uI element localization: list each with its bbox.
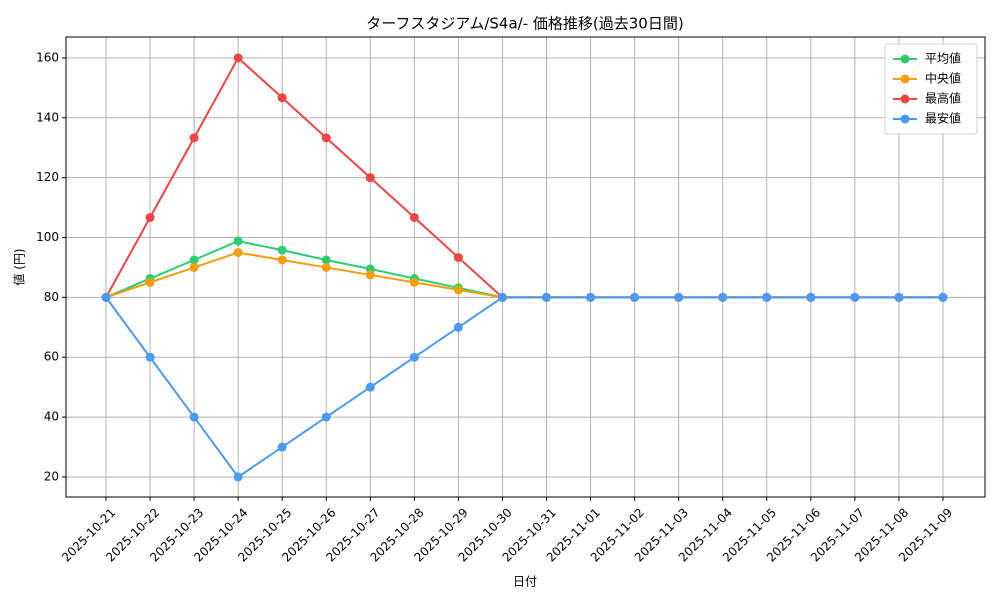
data-point (277, 93, 287, 103)
data-point (277, 245, 287, 255)
data-point (233, 53, 243, 63)
data-point (189, 262, 199, 272)
data-point (409, 277, 419, 287)
y-tick-label: 40 (44, 410, 59, 424)
data-point (718, 292, 728, 302)
data-point (674, 292, 684, 302)
data-point (894, 292, 904, 302)
y-tick-label: 140 (36, 110, 59, 124)
data-point (630, 292, 640, 302)
legend-marker (900, 54, 910, 64)
data-point (938, 292, 948, 302)
data-point (233, 247, 243, 257)
data-point (365, 382, 375, 392)
data-point (145, 212, 155, 222)
data-point (850, 292, 860, 302)
data-point (233, 236, 243, 246)
legend-marker (900, 114, 910, 124)
x-axis-label: 日付 (513, 575, 537, 589)
data-point (145, 352, 155, 362)
data-point (453, 253, 463, 263)
legend-marker (900, 94, 910, 104)
data-point (497, 292, 507, 302)
legend-label: 中央値 (925, 71, 961, 86)
data-point (189, 255, 199, 265)
legend-marker (900, 74, 910, 84)
data-point (321, 262, 331, 272)
legend-label: 平均値 (925, 51, 961, 66)
data-point (233, 472, 243, 482)
data-point (101, 292, 111, 302)
data-point (542, 292, 551, 302)
y-tick-label: 100 (36, 230, 59, 244)
data-point (189, 412, 199, 422)
data-point (586, 292, 596, 302)
legend-label: 最安値 (925, 111, 961, 126)
data-point (277, 255, 287, 265)
data-point (189, 133, 199, 143)
y-tick-label: 20 (44, 469, 59, 483)
data-point (321, 412, 331, 422)
data-point (145, 277, 155, 287)
y-tick-label: 160 (36, 50, 59, 64)
series-line (105, 296, 943, 479)
legend-label: 最高値 (925, 91, 961, 106)
chart-title: ターフスタジアム/S4a/- 価格推移(過去30日間) (366, 15, 683, 33)
y-tick-label: 120 (36, 170, 59, 184)
y-tick-label: 80 (44, 290, 59, 304)
data-point (321, 255, 331, 265)
y-tick-label: 60 (44, 350, 59, 364)
plot-frame (65, 36, 986, 498)
y-axis-label: 値 (円) (12, 248, 27, 285)
data-point (806, 292, 816, 302)
legend-box (884, 43, 978, 135)
data-point (453, 322, 463, 332)
data-point (277, 442, 287, 452)
data-point (321, 133, 331, 143)
data-point (409, 352, 419, 362)
data-point (365, 270, 375, 280)
data-point (453, 285, 463, 295)
data-point (409, 212, 419, 222)
data-point (762, 292, 772, 302)
data-point (365, 173, 375, 183)
